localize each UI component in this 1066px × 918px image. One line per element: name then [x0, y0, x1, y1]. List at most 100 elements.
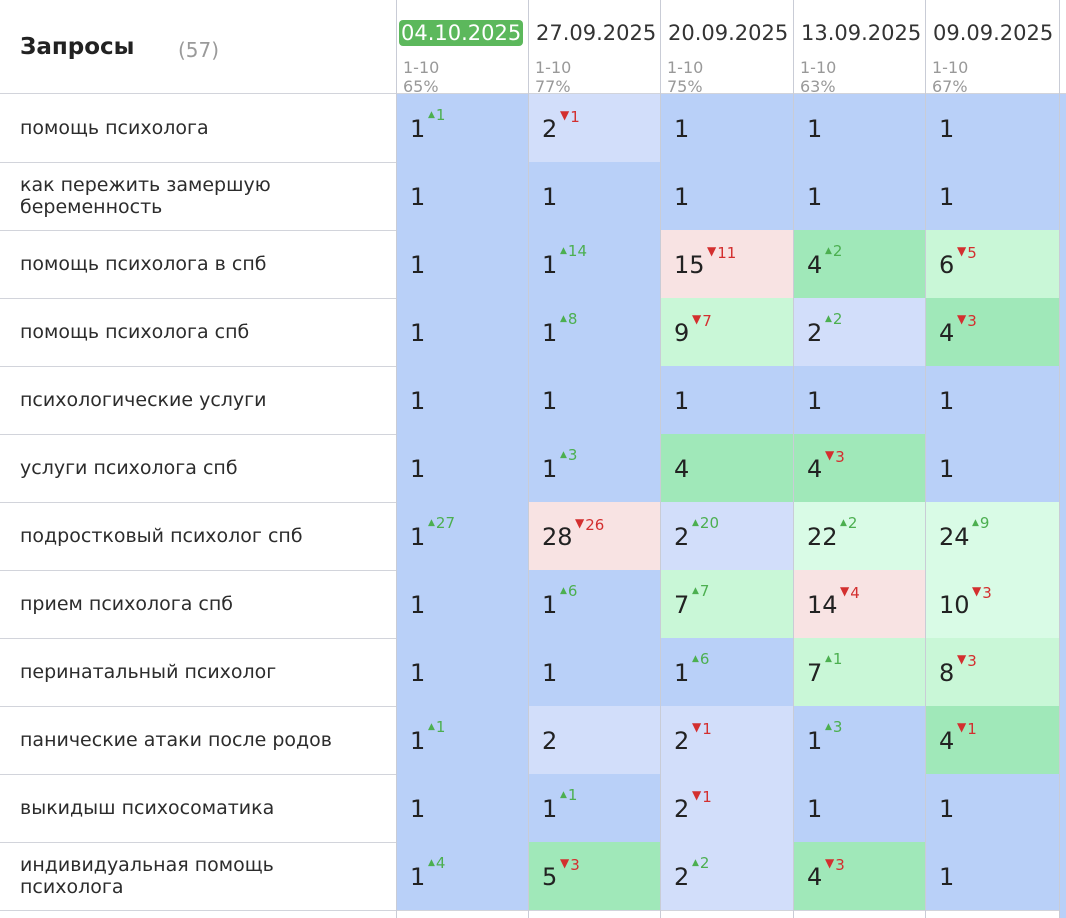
- date-label[interactable]: 13.09.2025: [801, 21, 922, 45]
- position-cell[interactable]: 1: [926, 434, 1059, 502]
- position-cell[interactable]: 4 ▼1: [926, 706, 1059, 774]
- position-cell[interactable]: 4: [661, 434, 794, 502]
- position-cell[interactable]: 1 ▲1: [397, 94, 529, 162]
- position-cell[interactable]: 6 ▼5: [926, 230, 1059, 298]
- position-cell[interactable]: 1: [397, 298, 529, 366]
- position-cell[interactable]: 1 ▲14: [529, 230, 661, 298]
- position-cell[interactable]: 1: [529, 638, 661, 706]
- position-value: 15: [674, 251, 705, 279]
- position-value: 10: [939, 591, 970, 619]
- column-divider: [396, 0, 397, 918]
- position-cell[interactable]: 1: [397, 774, 529, 842]
- column-divider: [793, 0, 794, 918]
- position-cell[interactable]: 24 ▲9: [926, 502, 1059, 570]
- position-cell[interactable]: 2 ▼1: [661, 706, 794, 774]
- position-cell[interactable]: 4 ▼3: [926, 298, 1059, 366]
- position-value: 1: [410, 455, 426, 483]
- position-value: 14: [807, 591, 838, 619]
- position-cell[interactable]: 1: [794, 162, 926, 230]
- position-cell[interactable]: 1: [397, 366, 529, 434]
- position-cell[interactable]: 1 ▲3: [529, 434, 661, 502]
- page-title: Запросы: [20, 34, 135, 60]
- date-column-header[interactable]: 09.09.2025 1-10 67%: [926, 8, 1058, 95]
- position-cell[interactable]: 1 ▲1: [397, 706, 529, 774]
- arrow-up-icon: ▲: [692, 518, 699, 528]
- position-cell[interactable]: 4 ▼3: [794, 842, 926, 910]
- position-cell[interactable]: 5 ▼3: [529, 842, 661, 910]
- date-label[interactable]: 27.09.2025: [536, 21, 657, 45]
- top-percent-label: 77%: [535, 77, 571, 96]
- position-cell[interactable]: 4 ▲2: [794, 230, 926, 298]
- date-label[interactable]: 04.10.2025: [399, 20, 524, 46]
- position-cell[interactable]: 1: [926, 94, 1059, 162]
- position-cell[interactable]: 1: [661, 94, 794, 162]
- keyword-cell: перинатальный психолог: [20, 661, 277, 683]
- date-column-header[interactable]: 20.09.2025 1-10 75%: [661, 8, 793, 95]
- position-cell[interactable]: 1: [397, 162, 529, 230]
- position-cell[interactable]: 10 ▼3: [926, 570, 1059, 638]
- position-cell[interactable]: 9 ▼7: [661, 298, 794, 366]
- position-cell[interactable]: 7 ▲1: [794, 638, 926, 706]
- position-cell[interactable]: 2 ▲20: [661, 502, 794, 570]
- arrow-down-icon: ▼: [840, 584, 850, 598]
- arrow-up-icon: ▲: [825, 654, 832, 664]
- position-value: 1: [410, 591, 426, 619]
- position-value: 1: [939, 115, 955, 143]
- position-cell[interactable]: 14 ▼4: [794, 570, 926, 638]
- position-cell[interactable]: 1: [397, 638, 529, 706]
- position-cell[interactable]: 1: [397, 434, 529, 502]
- position-cell[interactable]: 1: [397, 230, 529, 298]
- row-divider: [0, 910, 1066, 911]
- position-cell[interactable]: 1: [794, 94, 926, 162]
- position-cell[interactable]: 1: [661, 162, 794, 230]
- position-cell[interactable]: 2 ▲2: [794, 298, 926, 366]
- position-cell[interactable]: 1 ▲6: [529, 570, 661, 638]
- position-up-delta: ▲6: [692, 650, 710, 668]
- position-cell[interactable]: 1 ▲1: [529, 774, 661, 842]
- date-label[interactable]: 20.09.2025: [668, 21, 789, 45]
- position-cell[interactable]: 4 ▼3: [794, 434, 926, 502]
- column-divider: [1059, 0, 1060, 918]
- position-value: 1: [410, 727, 426, 755]
- top-percent-label: 65%: [403, 77, 439, 96]
- position-cell[interactable]: 8 ▼3: [926, 638, 1059, 706]
- position-value: 22: [807, 523, 838, 551]
- position-cell[interactable]: 1 ▲4: [397, 842, 529, 910]
- position-cell[interactable]: 1 ▲6: [661, 638, 794, 706]
- position-cell[interactable]: 7 ▲7: [661, 570, 794, 638]
- position-cell[interactable]: 22 ▲2: [794, 502, 926, 570]
- position-cell[interactable]: 1: [926, 162, 1059, 230]
- position-cell[interactable]: 1: [926, 842, 1059, 910]
- position-cell[interactable]: 28 ▼26: [529, 502, 661, 570]
- position-value: 8: [939, 659, 955, 687]
- position-cell[interactable]: 15 ▼11: [661, 230, 794, 298]
- position-up-delta: ▲6: [560, 582, 578, 600]
- date-column-header[interactable]: 13.09.2025 1-10 63%: [794, 8, 926, 95]
- position-cell[interactable]: 1: [661, 366, 794, 434]
- position-value: 1: [542, 251, 558, 279]
- position-value: 1: [542, 455, 558, 483]
- position-cell[interactable]: 2 ▲2: [661, 842, 794, 910]
- position-cell[interactable]: 1: [529, 366, 661, 434]
- position-cell[interactable]: 1: [794, 366, 926, 434]
- position-cell[interactable]: 1: [397, 570, 529, 638]
- position-cell[interactable]: 1 ▲3: [794, 706, 926, 774]
- position-cell[interactable]: 1: [529, 162, 661, 230]
- date-column-header[interactable]: 04.10.2025 1-10 65%: [397, 8, 529, 96]
- position-cell[interactable]: 1 ▲27: [397, 502, 529, 570]
- position-value: 24: [939, 523, 970, 551]
- arrow-up-icon: ▲: [692, 654, 699, 664]
- query-count: (57): [178, 38, 220, 62]
- position-cell[interactable]: 2 ▼1: [529, 94, 661, 162]
- date-column-header[interactable]: 27.09.2025 1-10 77%: [529, 8, 661, 96]
- position-cell[interactable]: 1: [926, 366, 1059, 434]
- position-value: 1: [674, 115, 690, 143]
- position-up-delta: ▲2: [840, 514, 858, 532]
- date-label[interactable]: 09.09.2025: [933, 21, 1054, 45]
- position-cell[interactable]: 1: [794, 774, 926, 842]
- position-cell[interactable]: 1 ▲8: [529, 298, 661, 366]
- position-cell[interactable]: 2 ▼1: [661, 774, 794, 842]
- position-value: 1: [939, 795, 955, 823]
- position-cell[interactable]: 2: [529, 706, 661, 774]
- position-cell[interactable]: 1: [926, 774, 1059, 842]
